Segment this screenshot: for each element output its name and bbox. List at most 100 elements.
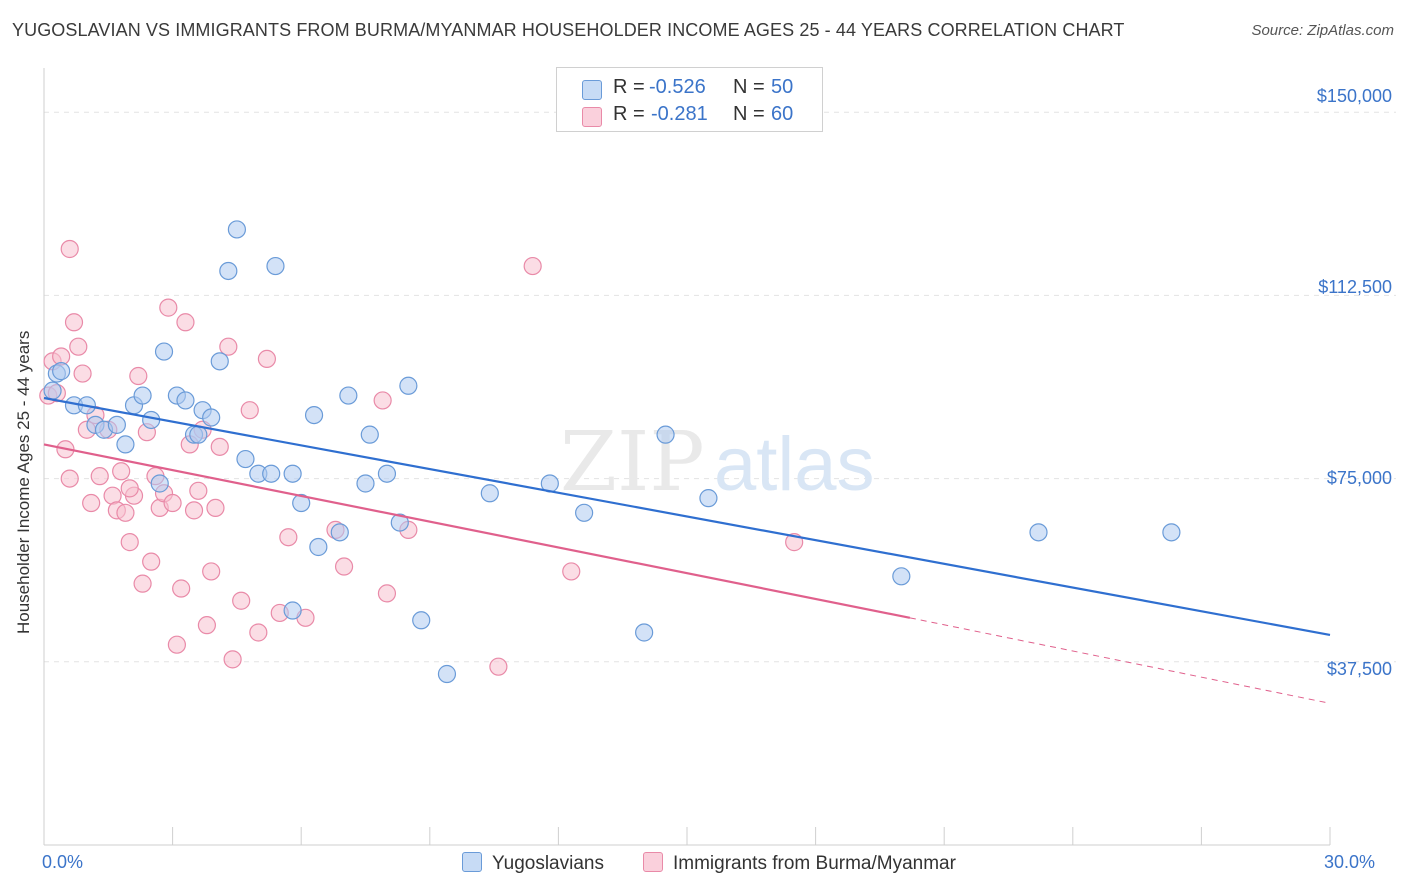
data-point <box>176 391 195 410</box>
data-point <box>304 405 324 425</box>
legend-item-yugoslavians: Yugoslavians <box>462 852 604 875</box>
data-point <box>142 552 161 571</box>
data-point <box>523 256 542 276</box>
axes <box>43 68 1331 846</box>
data-point <box>892 567 911 586</box>
legend-swatch-pink <box>582 107 602 127</box>
x-tick-label-max: 30.0% <box>1324 852 1376 872</box>
data-point <box>236 449 255 469</box>
legend-swatch-blue <box>582 80 602 100</box>
y-tick-label: $112,500 <box>1318 277 1392 297</box>
y-tick-label: $150,000 <box>1316 86 1392 106</box>
legend-r-value: -0.281 <box>651 103 708 125</box>
data-point <box>292 493 311 513</box>
data-point <box>356 474 375 493</box>
data-point <box>163 493 182 513</box>
data-point <box>1029 523 1048 542</box>
data-point <box>334 557 354 576</box>
y-tick-label: $37,500 <box>1326 659 1392 679</box>
data-point <box>699 489 718 508</box>
data-point <box>64 313 84 332</box>
series-yugoslavians-points <box>43 220 1181 684</box>
legend-row-burma: R = -0.281 N = 60 <box>557 103 822 129</box>
trend-line-burma <box>43 443 911 619</box>
data-point <box>69 337 88 356</box>
legend-swatch-blue <box>462 852 482 872</box>
data-point <box>562 562 581 581</box>
data-point <box>480 484 499 503</box>
data-point <box>266 256 285 276</box>
data-point <box>176 313 195 332</box>
data-point <box>283 464 302 483</box>
data-point <box>60 469 79 488</box>
data-point <box>232 591 251 610</box>
data-point <box>489 657 508 676</box>
data-point <box>82 493 101 513</box>
legend-label: Immigrants from Burma/Myanmar <box>673 853 956 874</box>
data-point <box>1162 523 1181 542</box>
stats-legend: R = -0.526 N = 50 R = -0.281 N = 60 <box>556 67 823 132</box>
data-point <box>219 261 238 281</box>
data-point <box>656 425 675 444</box>
data-point <box>309 537 328 557</box>
legend-r-label: R = <box>613 76 645 98</box>
data-point <box>120 533 139 552</box>
watermark-atlas: atlas <box>714 422 875 507</box>
data-point <box>262 464 281 483</box>
watermark: ZIP atlas <box>560 415 875 510</box>
data-point <box>339 386 358 405</box>
data-point <box>189 481 208 500</box>
data-point <box>142 410 161 430</box>
data-point <box>43 381 62 400</box>
legend-item-burma: Immigrants from Burma/Myanmar <box>643 852 956 875</box>
data-point <box>172 579 191 598</box>
data-point <box>184 501 204 520</box>
data-point <box>60 239 79 259</box>
data-point <box>167 635 186 654</box>
watermark-zip: ZIP <box>560 415 705 510</box>
data-point <box>197 616 216 635</box>
y-tick-label: $75,000 <box>1326 468 1392 488</box>
data-point <box>240 401 259 420</box>
legend-n-label: N = <box>733 103 765 125</box>
data-point <box>73 364 92 383</box>
data-point <box>377 584 397 603</box>
data-point <box>399 376 418 395</box>
legend-row-yugoslavians: R = -0.526 N = 50 <box>557 76 822 102</box>
legend-n-value: 50 <box>771 76 794 98</box>
data-point <box>116 435 135 454</box>
data-point <box>210 352 229 371</box>
data-point <box>279 528 298 547</box>
data-point <box>52 362 71 381</box>
data-point <box>202 562 221 581</box>
data-point <box>150 474 169 493</box>
legend-label: Yugoslavians <box>492 853 604 874</box>
data-point <box>129 366 148 386</box>
source-label: Source: ZipAtlas.com <box>1251 22 1394 39</box>
trend-lines <box>43 396 1331 704</box>
data-point <box>575 503 594 522</box>
data-point <box>257 349 277 369</box>
data-point <box>330 523 349 542</box>
data-point <box>377 464 397 483</box>
data-point <box>219 337 238 356</box>
data-point <box>412 611 431 630</box>
data-point <box>202 408 221 427</box>
legend-n-label: N = <box>733 76 765 98</box>
legend-swatch-pink <box>643 852 663 872</box>
data-point <box>227 220 246 239</box>
data-point <box>206 498 225 518</box>
data-point <box>107 415 126 434</box>
y-axis-label-wrap: Householder Income Ages 25 - 44 years <box>10 290 46 690</box>
legend-r-value: -0.526 <box>649 76 706 98</box>
data-point <box>283 601 302 620</box>
data-point <box>159 298 178 317</box>
trend-line-yugoslavians <box>43 396 1331 637</box>
y-axis-label: Householder Income Ages 25 - 44 years <box>14 330 33 634</box>
data-point <box>133 386 152 405</box>
data-point <box>133 574 152 593</box>
data-point <box>249 623 268 642</box>
legend-n-value: 60 <box>771 103 794 125</box>
trend-line-burma-extension <box>909 617 1331 704</box>
